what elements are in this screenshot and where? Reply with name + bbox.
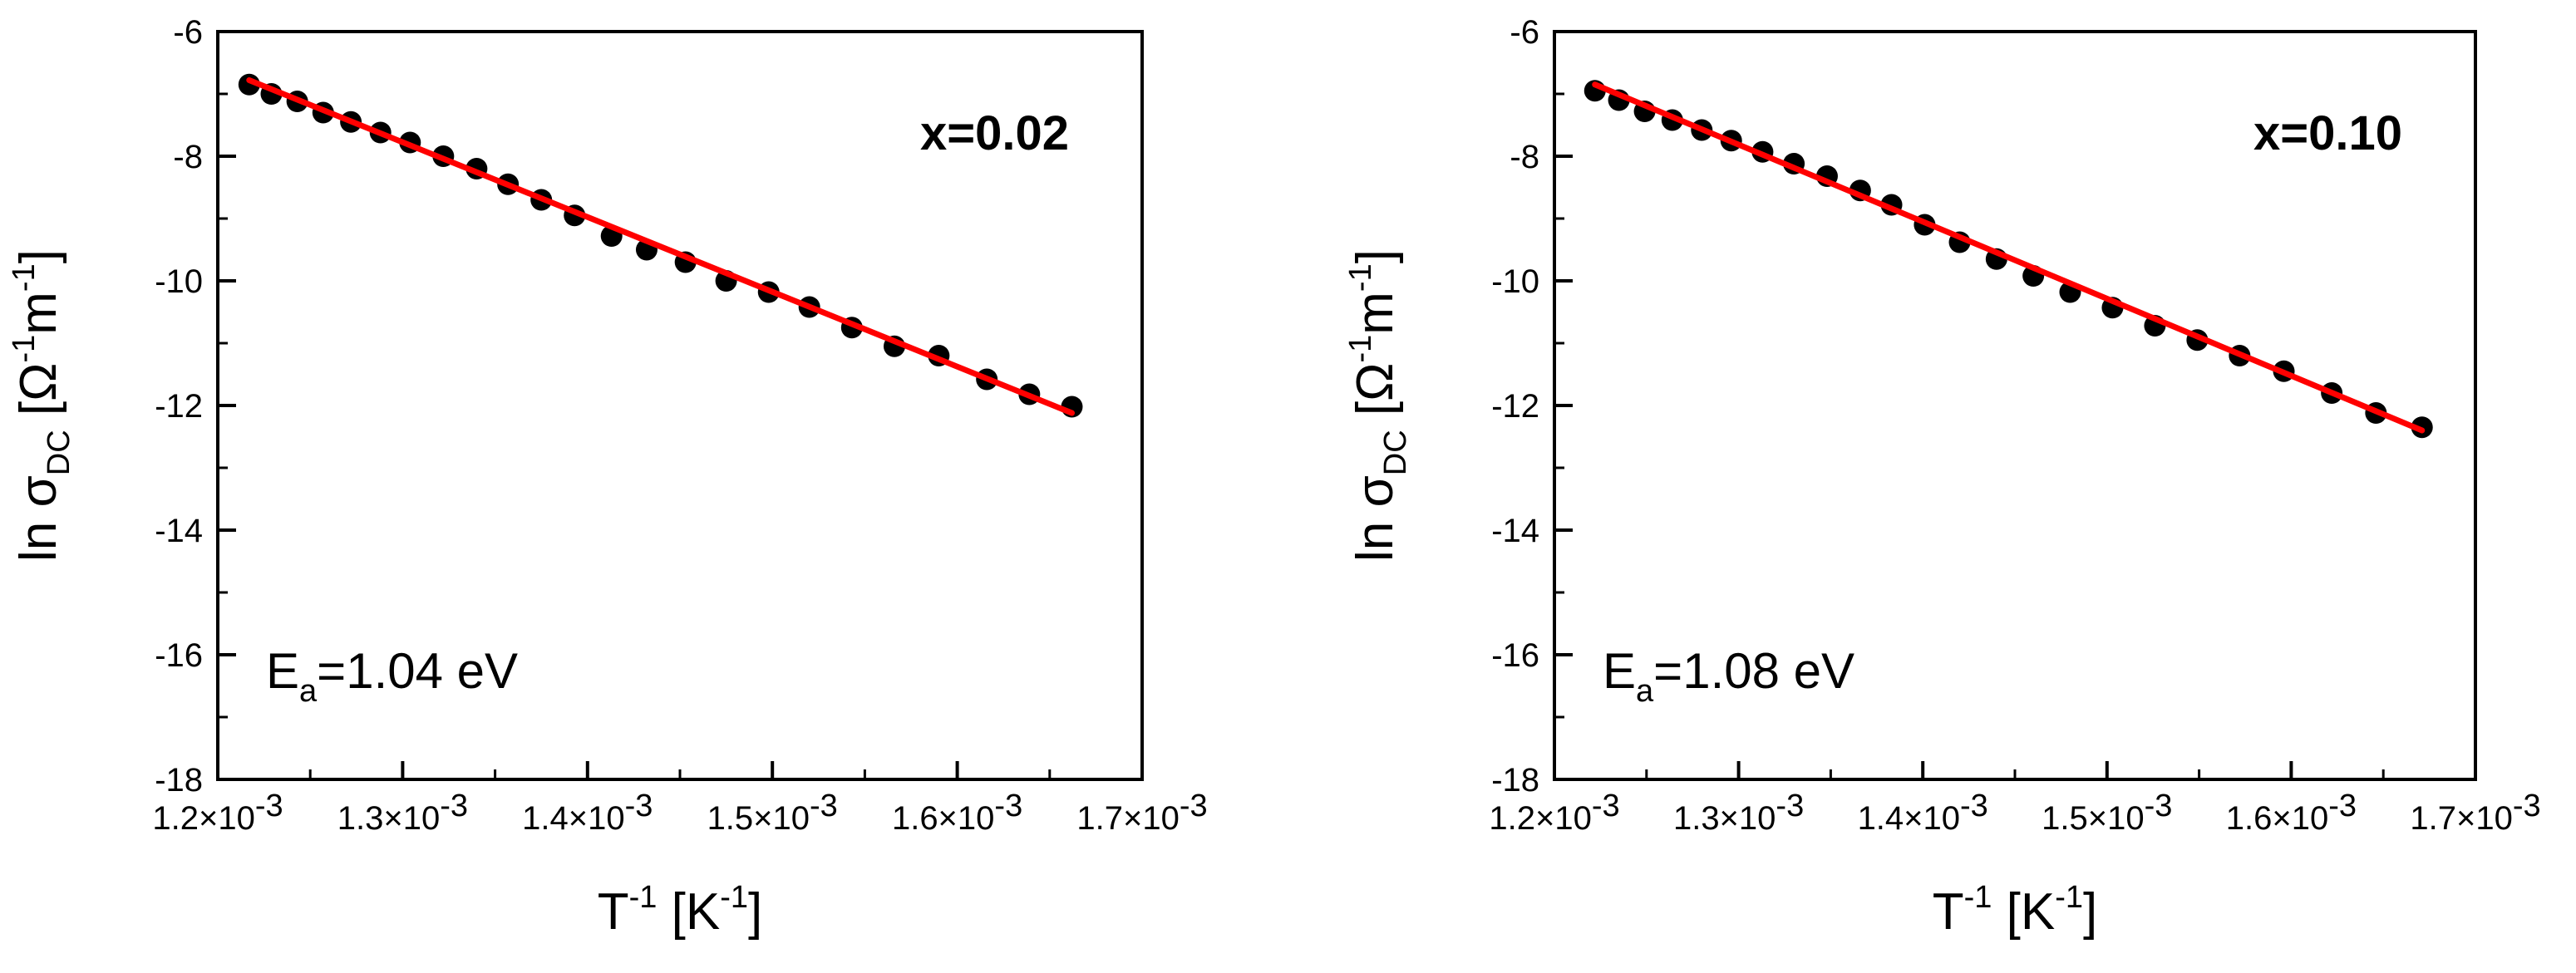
y-axis-title-unit2: m xyxy=(10,292,67,335)
x-tick-label: 1.7×10-3 xyxy=(2410,789,2540,837)
x-tick-exponent: -3 xyxy=(625,789,653,823)
x-tick-label: 1.2×10-3 xyxy=(1489,789,1619,837)
x-tick-label: 1.3×10-3 xyxy=(337,789,468,837)
x-tick-exponent: -3 xyxy=(255,789,283,823)
x-tick-label: 1.6×10-3 xyxy=(892,789,1022,837)
x-tick-label: 1.6×10-3 xyxy=(2226,789,2357,837)
x-axis-title-base: T xyxy=(1933,883,1964,941)
activation-energy-annotation: Ea=1.04 eV xyxy=(266,643,518,709)
y-tick-label: -18 xyxy=(1491,762,1539,799)
annotation-sub: a xyxy=(1636,674,1654,709)
y-axis-title-unit: [Ω xyxy=(10,363,67,430)
annotation-base: E xyxy=(1603,643,1636,699)
y-axis-title: ln σDC [Ω-1m-1] xyxy=(7,249,76,562)
x-tick-mantissa: 1.3×10 xyxy=(337,800,440,837)
x-tick-mantissa: 1.4×10 xyxy=(1858,800,1960,837)
x-axis-title-sup: -1 xyxy=(1964,880,1992,915)
y-tick-label: -16 xyxy=(155,637,203,674)
x-tick-exponent: -3 xyxy=(2513,789,2541,823)
x-axis-title-sup: -1 xyxy=(629,880,658,915)
x-tick-label: 1.4×10-3 xyxy=(522,789,653,837)
x-tick-label: 1.4×10-3 xyxy=(1858,789,1988,837)
x-tick-exponent: -3 xyxy=(2145,789,2173,823)
y-axis-title-unit: [Ω xyxy=(1347,363,1404,430)
x-tick-mantissa: 1.5×10 xyxy=(2042,800,2144,837)
x-tick-mantissa: 1.7×10 xyxy=(1076,800,1179,837)
chart-panel-1: -6-8-10-12-14-16-181.2×10-3 1.3×10-3 1.4×1… xyxy=(7,14,1208,941)
x-tick-mantissa: 1.6×10 xyxy=(2226,800,2328,837)
x-tick-exponent: -3 xyxy=(2328,789,2357,823)
y-tick-label: -14 xyxy=(1491,513,1539,549)
activation-energy-annotation: Ea=1.08 eV xyxy=(1603,643,1854,709)
x-tick-exponent: -3 xyxy=(1592,789,1620,823)
x-axis-title-end: ] xyxy=(2083,883,2097,941)
x-axis-title-unit-sup: -1 xyxy=(2055,880,2083,915)
x-tick-label: 1.5×10-3 xyxy=(2042,789,2172,837)
x-axis-title: T-1 [K-1] xyxy=(598,880,763,941)
x-tick-mantissa: 1.7×10 xyxy=(2410,800,2512,837)
y-axis-title: ln σDC [Ω-1m-1] xyxy=(1343,249,1413,562)
y-tick-label: -8 xyxy=(1510,139,1539,175)
y-tick-label: -10 xyxy=(155,263,203,300)
y-tick-label: -6 xyxy=(1510,14,1539,51)
y-axis-title-unit2: m xyxy=(1347,292,1404,335)
y-tick-label: -18 xyxy=(155,762,203,799)
y-axis-title-sup1: -1 xyxy=(1343,335,1378,363)
x-axis-title-base: T xyxy=(598,883,629,941)
x-axis-title-unit-sup: -1 xyxy=(720,880,748,915)
x-tick-mantissa: 1.2×10 xyxy=(1489,800,1591,837)
x-tick-mantissa: 1.3×10 xyxy=(1673,800,1776,837)
y-tick-label: -10 xyxy=(1491,263,1539,300)
y-tick-label: -6 xyxy=(173,14,203,51)
y-axis-title-sup2: -1 xyxy=(7,263,42,292)
x-tick-exponent: -3 xyxy=(1960,789,1988,823)
x-tick-label: 1.2×10-3 xyxy=(152,789,283,837)
y-tick-label: -14 xyxy=(155,513,203,549)
x-tick-exponent: -3 xyxy=(440,789,468,823)
x-tick-exponent: -3 xyxy=(1180,789,1208,823)
y-axis-title-sup1: -1 xyxy=(7,335,42,363)
y-axis-title-end: ] xyxy=(10,249,67,263)
y-axis-title-sub: DC xyxy=(42,430,76,475)
annotation-sub: a xyxy=(299,674,318,709)
x-tick-exponent: -3 xyxy=(1776,789,1804,823)
y-tick-label: -12 xyxy=(155,388,203,425)
y-axis-title-sup2: -1 xyxy=(1343,263,1378,292)
x-axis-title-unit: [K xyxy=(1992,883,2055,941)
y-tick-label: -16 xyxy=(1491,637,1539,674)
y-tick-label: -8 xyxy=(173,139,203,175)
x-tick-label: 1.7×10-3 xyxy=(1076,789,1207,837)
data-point xyxy=(238,73,260,96)
panel-label: x=0.02 xyxy=(920,106,1069,160)
y-axis-title-base: ln σ xyxy=(10,475,67,562)
panel-label: x=0.10 xyxy=(2253,106,2402,160)
x-tick-mantissa: 1.6×10 xyxy=(892,800,994,837)
x-tick-label: 1.5×10-3 xyxy=(707,789,838,837)
fit-line xyxy=(246,77,1075,416)
annotation-value: =1.08 eV xyxy=(1653,643,1854,699)
fit-line xyxy=(1592,81,2426,434)
x-tick-label: 1.3×10-3 xyxy=(1673,789,1804,837)
x-tick-exponent: -3 xyxy=(994,789,1022,823)
x-tick-exponent: -3 xyxy=(810,789,838,823)
annotation-value: =1.04 eV xyxy=(317,643,518,699)
annotation-base: E xyxy=(266,643,299,699)
y-axis-title-sub: DC xyxy=(1378,430,1413,475)
x-axis-title: T-1 [K-1] xyxy=(1933,880,2098,941)
x-tick-mantissa: 1.2×10 xyxy=(152,800,254,837)
y-axis-title-end: ] xyxy=(1347,249,1404,263)
x-axis-title-end: ] xyxy=(748,883,762,941)
y-axis-title-base: ln σ xyxy=(1347,475,1404,562)
y-tick-label: -12 xyxy=(1491,388,1539,425)
chart-panel-2: -6-8-10-12-14-16-181.2×10-3 1.3×10-3 1.4×1… xyxy=(1343,14,2541,941)
x-axis-title-unit: [K xyxy=(657,883,720,941)
x-tick-mantissa: 1.4×10 xyxy=(522,800,624,837)
x-tick-mantissa: 1.5×10 xyxy=(707,800,810,837)
